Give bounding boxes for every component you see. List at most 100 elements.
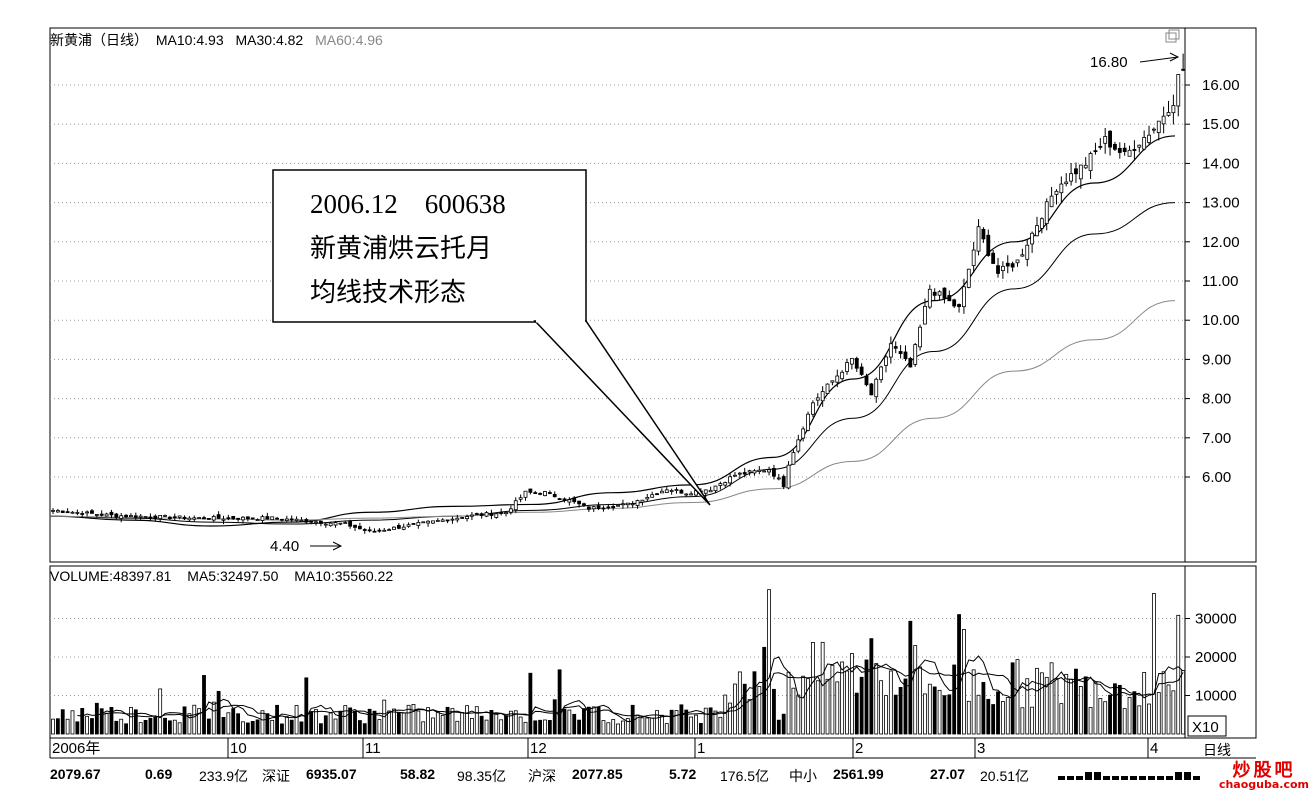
volume-bar: [786, 671, 791, 735]
candle: [1132, 148, 1137, 151]
volume-bar: [470, 717, 474, 735]
candle: [241, 516, 245, 521]
candle: [752, 470, 757, 474]
volume-bar: [124, 723, 128, 735]
volume-bar: [664, 723, 669, 735]
candle: [562, 498, 567, 501]
volume-ma5-line: [77, 655, 1184, 723]
chart-frame: [49, 27, 1257, 759]
volume-bar: [138, 722, 143, 735]
candle: [1000, 265, 1005, 272]
volume-bar: [1122, 708, 1127, 735]
time-tick-label: 3: [977, 740, 985, 757]
volume-bar: [703, 707, 708, 735]
volume-bar: [718, 716, 723, 735]
volume-bar: [241, 721, 245, 735]
candle: [255, 519, 260, 522]
volume-bar: [552, 699, 557, 735]
candle: [650, 494, 655, 498]
sz-amount: 98.35亿: [457, 768, 507, 784]
candle: [718, 483, 723, 486]
volume-bar: [669, 709, 674, 735]
volume-bar: [937, 689, 942, 735]
candle: [742, 472, 747, 475]
zx-change: 27.07: [930, 766, 966, 782]
volume-bar: [1020, 707, 1025, 735]
callout-line-3: 均线技术形态: [310, 278, 466, 308]
volume-bar: [942, 695, 947, 735]
candle: [645, 497, 650, 500]
candle: [582, 503, 586, 506]
candle: [679, 489, 684, 494]
candle: [299, 519, 304, 522]
restore-icon[interactable]: [1165, 32, 1177, 43]
volume-bar: [1103, 701, 1108, 735]
period-label[interactable]: 日线: [1203, 743, 1231, 759]
volume-bar: [879, 680, 884, 735]
volume-bar: [143, 719, 148, 735]
candle: [187, 517, 192, 521]
volume-bar: [893, 694, 898, 735]
volume-bar: [733, 683, 737, 735]
candle: [903, 351, 908, 360]
volume-bar: [723, 694, 728, 735]
volume-bar: [820, 641, 825, 735]
volume-bar: [484, 719, 489, 735]
candle: [1156, 120, 1161, 133]
candle: [854, 358, 859, 369]
volume-bar: [538, 719, 543, 735]
volume-ma5-label: MA5:32497.50: [187, 568, 278, 584]
volume-bar: [728, 702, 733, 735]
volume-bar: [854, 692, 859, 735]
volume-bar: [903, 678, 908, 735]
candle: [1005, 262, 1010, 267]
candle: [382, 529, 387, 532]
candle: [65, 511, 70, 514]
candle: [153, 515, 158, 519]
candle: [859, 366, 864, 375]
candle: [538, 493, 543, 495]
price-tick-label: 12.00: [1202, 234, 1240, 251]
volume-bar: [70, 710, 75, 735]
candle: [776, 477, 781, 480]
volume-bar: [167, 720, 172, 735]
volume-bar: [776, 719, 781, 735]
candle: [815, 397, 820, 401]
candle: [1113, 143, 1117, 150]
volume-bar: [679, 704, 684, 735]
volume-bar: [796, 694, 801, 735]
candle: [674, 489, 679, 491]
candle: [343, 522, 348, 524]
volume-bar: [51, 718, 55, 735]
volume-bar: [206, 718, 211, 735]
candle: [265, 516, 270, 520]
candle: [440, 519, 445, 522]
candle: [879, 366, 884, 381]
candle: [99, 513, 104, 516]
volume-bar: [328, 712, 333, 735]
candle: [888, 343, 893, 358]
volume-bar: [621, 720, 625, 735]
candle: [849, 357, 854, 365]
volume-bar: [864, 659, 869, 735]
volume-bar: [192, 704, 197, 735]
candle: [114, 513, 119, 518]
volume-bar: [684, 709, 689, 735]
candle: [1166, 112, 1171, 116]
candle: [94, 514, 99, 516]
zx-amount: 20.51亿: [980, 768, 1030, 784]
candle: [450, 518, 455, 521]
candle: [1181, 68, 1186, 71]
candle: [250, 517, 255, 520]
volume-bar: [348, 707, 353, 735]
volume-bar: [465, 705, 469, 735]
volume-bar: [357, 720, 362, 735]
candle: [60, 510, 65, 513]
low-price-label: 4.40: [270, 538, 299, 555]
candle: [163, 515, 167, 517]
volume-bar: [1059, 703, 1064, 735]
candle: [874, 378, 879, 398]
sz-change: 58.82: [400, 766, 436, 782]
candle: [1103, 136, 1108, 144]
volume-bar: [659, 714, 664, 735]
